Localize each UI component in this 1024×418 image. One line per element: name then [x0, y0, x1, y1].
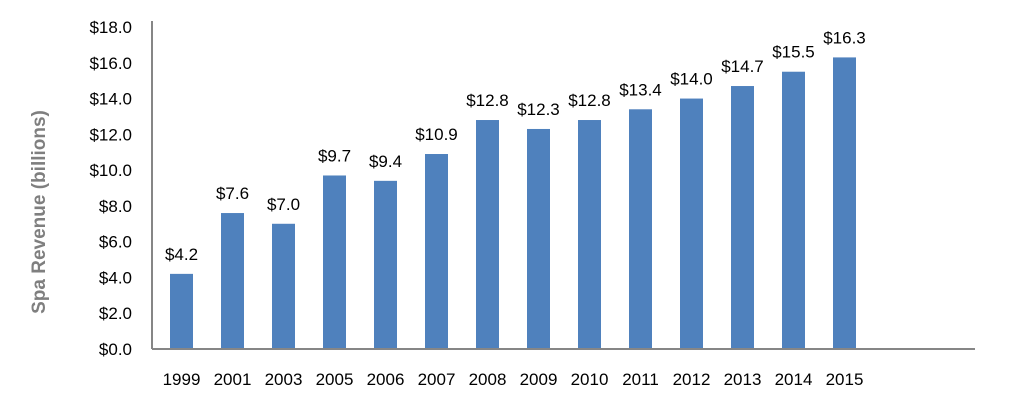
bar-2015: [833, 57, 856, 350]
bar-2009: [527, 128, 550, 349]
data-label: $7.0: [267, 195, 300, 214]
bar-2012: [680, 98, 703, 349]
data-label: $16.3: [823, 28, 866, 47]
bar-2006: [374, 180, 397, 349]
y-tick-label: $0.0: [99, 340, 132, 359]
x-tick-label: 2015: [826, 370, 864, 389]
data-label: $4.2: [165, 245, 198, 264]
data-label: $10.9: [415, 125, 458, 144]
y-tick-label: $16.0: [89, 54, 132, 73]
bar-2007: [425, 154, 448, 349]
x-tick-label: 2011: [622, 370, 659, 389]
bar-2008: [476, 120, 499, 350]
x-tick-label: 2005: [316, 370, 354, 389]
x-tick-label: 2001: [214, 370, 252, 389]
data-label: $14.0: [670, 70, 713, 89]
x-tick-label: 2012: [673, 370, 711, 389]
bar-2005: [323, 175, 346, 349]
data-label: $12.8: [568, 91, 611, 110]
bar-2001: [221, 213, 244, 349]
data-label: $12.3: [517, 100, 560, 119]
data-label: $13.4: [619, 80, 662, 99]
x-tick-label: 2008: [469, 370, 507, 389]
data-label: $9.7: [318, 146, 351, 165]
bar-2010: [578, 120, 601, 350]
data-label: $9.4: [369, 152, 402, 171]
y-tick-label: $10.0: [89, 161, 132, 180]
y-tick-label: $18.0: [89, 18, 132, 37]
y-tick-label: $2.0: [99, 304, 132, 323]
bar-1999: [170, 273, 193, 349]
y-tick-label: $12.0: [89, 125, 132, 144]
x-tick-label: 2013: [724, 370, 762, 389]
bar-2011: [629, 109, 652, 350]
data-label: $15.5: [772, 43, 815, 62]
x-tick-label: 1999: [163, 370, 201, 389]
y-axis-label: Spa Revenue (billions): [29, 110, 50, 314]
y-tick-label: $6.0: [99, 233, 132, 252]
data-label: $12.8: [466, 91, 509, 110]
y-tick-label: $14.0: [89, 90, 132, 109]
data-label: $7.6: [216, 184, 249, 203]
x-tick-label: 2007: [418, 370, 456, 389]
y-tick-label: $8.0: [99, 197, 132, 216]
bar-2013: [731, 86, 754, 350]
bar-2014: [782, 71, 805, 349]
x-tick-label: 2014: [775, 370, 813, 389]
bar-2003: [272, 223, 295, 349]
x-tick-label: 2009: [520, 370, 558, 389]
x-tick-label: 2003: [265, 370, 303, 389]
x-tick-label: 2010: [571, 370, 609, 389]
data-label: $14.7: [721, 57, 764, 76]
x-tick-label: 2006: [367, 370, 405, 389]
y-tick-label: $4.0: [99, 268, 132, 287]
